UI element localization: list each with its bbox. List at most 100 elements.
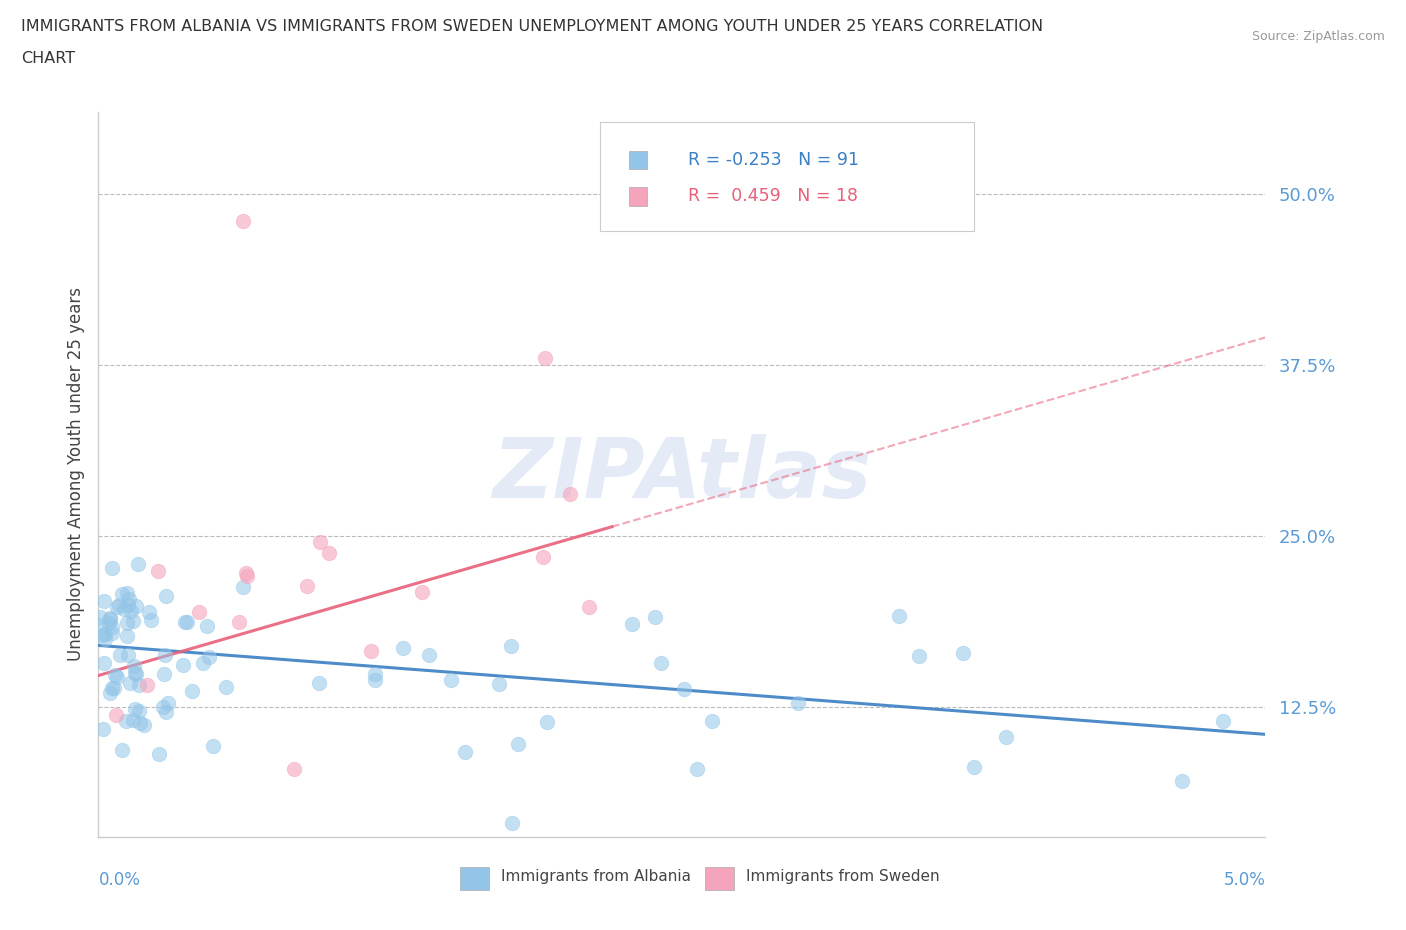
Point [128,703,150,718]
Point [152,700,174,715]
Point [89,609,111,624]
Point [148,747,170,762]
Point [952,645,974,660]
Point [174,615,197,630]
Point [686,762,709,777]
Point [118,591,141,606]
Point [111,587,134,602]
Point [94,631,117,646]
Point [215,680,238,695]
Point [560,486,582,501]
Point [392,640,415,655]
Point [499,639,522,654]
Point [124,666,146,681]
Point [672,681,695,696]
Point [98,685,121,700]
Point [115,585,138,600]
Point [97,616,120,631]
Point [101,561,124,576]
Text: ZIPAtlas: ZIPAtlas [492,433,872,515]
Point [122,658,145,673]
Point [153,647,176,662]
Point [621,617,644,631]
Point [534,351,557,365]
Point [93,626,115,641]
Point [115,713,138,728]
Point [155,589,177,604]
FancyBboxPatch shape [600,123,973,232]
Point [363,673,385,688]
Point [132,717,155,732]
Point [138,604,160,619]
Point [93,593,115,608]
Point [283,761,305,776]
Point [101,680,124,695]
Point [786,696,808,711]
Point [139,613,162,628]
Point [156,696,179,711]
Point [115,616,138,631]
Point [995,730,1018,745]
Point [108,597,131,612]
Point [146,564,169,578]
Point [93,722,115,737]
Point [963,759,986,774]
Point [117,647,139,662]
Point [531,550,554,565]
Point [122,712,145,727]
Point [120,604,142,619]
Point [181,684,204,698]
Point [228,615,250,630]
Point [411,584,433,599]
FancyBboxPatch shape [706,867,734,890]
Point [232,214,254,229]
Text: Source: ZipAtlas.com: Source: ZipAtlas.com [1251,30,1385,43]
Point [136,677,159,692]
Point [363,667,385,682]
Point [360,644,382,658]
Text: CHART: CHART [21,51,75,66]
Text: R =  0.459   N = 18: R = 0.459 N = 18 [688,188,858,206]
FancyBboxPatch shape [460,867,489,890]
Point [107,600,129,615]
Point [103,668,125,683]
Point [98,610,121,625]
Point [454,745,477,760]
Point [308,675,330,690]
Text: Immigrants from Albania: Immigrants from Albania [501,870,690,884]
Point [176,615,198,630]
Point [118,676,141,691]
Point [1171,774,1194,789]
Point [128,678,150,693]
FancyBboxPatch shape [630,152,647,169]
Point [115,629,138,644]
Point [1212,713,1234,728]
Point [93,655,115,670]
Point [112,602,135,617]
Point [111,743,134,758]
Point [125,598,148,613]
Point [124,701,146,716]
Point [117,598,139,613]
Point [105,670,128,684]
Text: R = -0.253   N = 91: R = -0.253 N = 91 [688,152,859,169]
Y-axis label: Unemployment Among Youth under 25 years: Unemployment Among Youth under 25 years [66,287,84,661]
Text: Immigrants from Sweden: Immigrants from Sweden [747,870,939,884]
Point [232,580,254,595]
Point [889,608,911,623]
Point [108,648,131,663]
Point [153,666,176,681]
Point [235,565,257,580]
Point [129,716,152,731]
Point [155,704,177,719]
Point [202,738,225,753]
Text: IMMIGRANTS FROM ALBANIA VS IMMIGRANTS FROM SWEDEN UNEMPLOYMENT AMONG YOUTH UNDER: IMMIGRANTS FROM ALBANIA VS IMMIGRANTS FR… [21,19,1043,33]
Point [93,628,115,643]
Point [100,626,122,641]
Point [122,613,145,628]
Point [318,546,340,561]
Point [193,656,215,671]
Point [198,650,221,665]
Point [90,618,112,632]
Point [440,672,463,687]
